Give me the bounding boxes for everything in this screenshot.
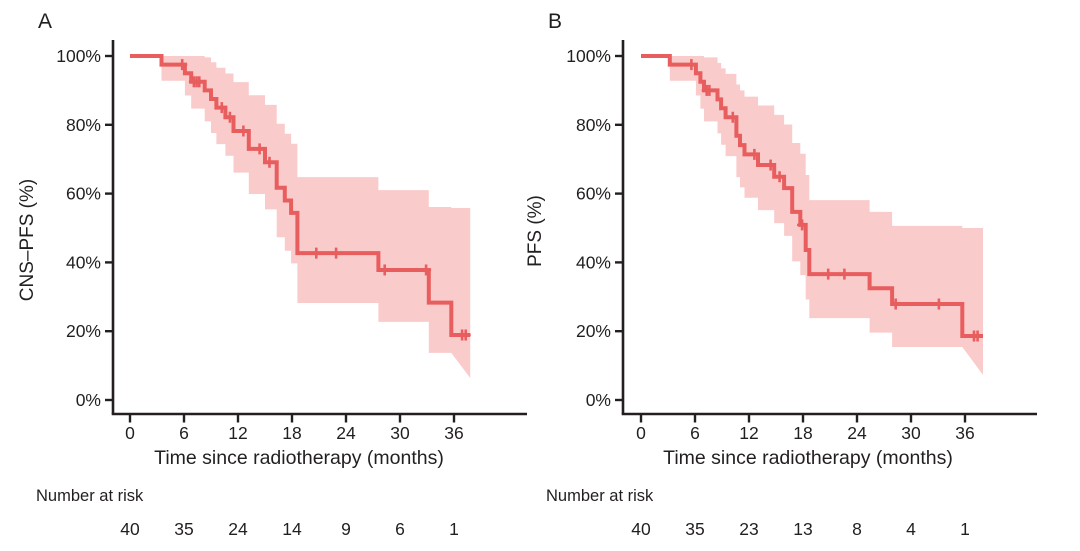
panel-a-letter: A	[38, 10, 53, 33]
risk-count-a: 1	[449, 519, 459, 539]
y-tick-label-b: 100%	[566, 46, 611, 66]
risk-count-b: 35	[685, 519, 704, 539]
x-tick-label-a: 6	[179, 423, 189, 443]
risk-count-b: 23	[739, 519, 758, 539]
risk-count-b: 4	[906, 519, 916, 539]
x-tick-label-a: 30	[390, 423, 410, 443]
y-tick-label-b: 80%	[576, 115, 611, 135]
risk-count-a: 35	[174, 519, 193, 539]
panel-b-risk-table-label: Number at risk	[546, 487, 654, 505]
y-tick-label-b: 0%	[586, 390, 611, 410]
panel-a: 0 40 6 35 12 24 18 14 24 9 30 6 36 1 0% 20% 40% 60% 80% 100…	[56, 40, 527, 539]
y-tick-label-a: 0%	[76, 390, 101, 410]
risk-count-a: 24	[228, 519, 248, 539]
panel-b-x-axis-title: Time since radiotherapy (months)	[663, 447, 953, 469]
y-tick-label-b: 40%	[576, 252, 611, 272]
confidence-band-b	[669, 56, 983, 375]
panel-b: 0 40 6 35 12 23 18 13 24 8 30 4 36 1 0% 20% 40% 60% 80% 100…	[566, 40, 1037, 539]
x-tick-label-b: 0	[636, 423, 646, 443]
x-tick-label-a: 24	[336, 423, 356, 443]
y-tick-label-a: 80%	[66, 115, 101, 135]
panel-b-letter: B	[548, 10, 563, 33]
panel-a-y-axis-title: CNS–PFS (%)	[17, 178, 38, 302]
x-tick-label-a: 12	[228, 423, 247, 443]
risk-count-b: 13	[793, 519, 812, 539]
y-tick-label-a: 60%	[66, 184, 101, 204]
survival-curve-a	[130, 54, 471, 337]
panel-a-risk-table-label: Number at risk	[36, 487, 144, 505]
y-tick-label-a: 40%	[66, 252, 101, 272]
x-tick-label-b: 12	[739, 423, 758, 443]
y-tick-label-a: 20%	[66, 321, 101, 341]
x-tick-label-a: 0	[125, 423, 135, 443]
risk-count-a: 6	[395, 519, 405, 539]
risk-count-a: 14	[282, 519, 302, 539]
x-tick-label-b: 30	[901, 423, 921, 443]
x-tick-label-b: 24	[847, 423, 867, 443]
risk-count-b: 40	[631, 519, 651, 539]
x-tick-label-b: 18	[793, 423, 812, 443]
risk-count-b: 8	[852, 519, 862, 539]
risk-count-b: 1	[960, 519, 970, 539]
confidence-band-a	[161, 56, 471, 378]
y-tick-label-a: 100%	[56, 46, 101, 66]
x-tick-label-a: 36	[444, 423, 463, 443]
x-tick-label-b: 36	[955, 423, 974, 443]
risk-count-a: 40	[120, 519, 140, 539]
y-tick-label-b: 20%	[576, 321, 611, 341]
y-tick-label-b: 60%	[576, 184, 611, 204]
x-tick-label-a: 18	[282, 423, 301, 443]
x-tick-label-b: 6	[690, 423, 700, 443]
panel-b-y-axis-title: PFS (%)	[525, 195, 546, 267]
panel-a-x-axis-title: Time since radiotherapy (months)	[154, 447, 444, 469]
risk-count-a: 9	[341, 519, 351, 539]
